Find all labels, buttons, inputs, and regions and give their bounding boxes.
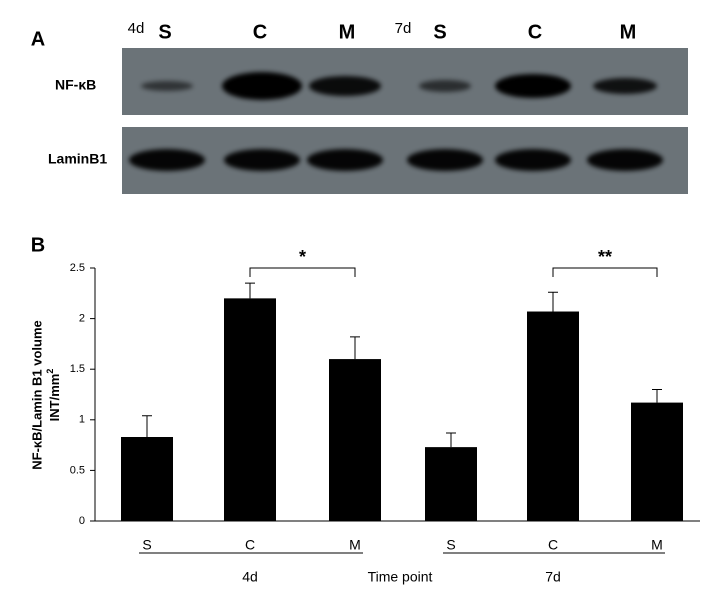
unit: INT/mm — [47, 374, 62, 422]
group-label: 7d — [545, 569, 561, 585]
lane-label: M — [339, 21, 356, 43]
row-label: NF-κB — [55, 77, 96, 93]
bar — [425, 447, 477, 521]
panel-label: A — [31, 28, 45, 50]
lane-label: 7d — [395, 20, 412, 37]
row-label: LaminB1 — [48, 151, 107, 167]
blot-band — [141, 81, 193, 91]
x-axis-label: Time point — [368, 569, 433, 585]
error-bar — [350, 336, 360, 360]
error-bar — [652, 388, 662, 403]
bar — [329, 359, 381, 521]
significance-bracket — [552, 267, 658, 277]
blot-band — [593, 78, 657, 94]
blot-band — [495, 149, 571, 171]
y-tick-label: 0 — [79, 515, 85, 527]
bar — [527, 311, 579, 521]
lane-label: C — [528, 21, 542, 43]
x-tick-label: S — [446, 537, 455, 553]
y-axis-label-line: INT/mm2 — [45, 369, 62, 422]
superscript: 2 — [45, 369, 55, 374]
y-tick-label: 2.5 — [70, 262, 85, 274]
blot-band — [419, 80, 471, 92]
blot-band — [222, 72, 302, 100]
bar — [121, 437, 173, 521]
group-label: 4d — [242, 569, 258, 585]
lane-label: S — [433, 21, 446, 43]
bar — [224, 298, 276, 521]
lane-label: M — [620, 21, 637, 43]
y-tick-label: 1.5 — [70, 363, 85, 375]
x-tick-label: C — [548, 537, 558, 553]
blot-band — [309, 76, 381, 96]
blot-band — [307, 149, 383, 171]
blot-band — [407, 149, 483, 171]
error-bar — [245, 282, 255, 299]
y-axis-label: NF-κB/Lamin B1 volume INT/mm2 — [29, 320, 62, 470]
y-tick-label: 1 — [79, 414, 85, 426]
blot-band — [224, 149, 300, 171]
blot-band — [129, 149, 205, 171]
blot-band — [495, 74, 571, 98]
bar — [631, 402, 683, 521]
x-tick-label: M — [349, 537, 361, 553]
x-tick-label: M — [651, 537, 663, 553]
significance-label: ** — [598, 247, 612, 267]
blot-band — [587, 149, 663, 171]
error-bar — [548, 291, 558, 312]
y-axis-label-line: NF-κB/Lamin B1 volume — [29, 320, 44, 470]
significance-label: * — [299, 247, 306, 267]
y-tick-label: 2 — [79, 313, 85, 325]
significance-bracket — [249, 267, 356, 277]
error-bar — [446, 432, 456, 448]
x-tick-label: C — [245, 537, 255, 553]
lane-label: S — [158, 21, 171, 43]
blot-strip — [122, 48, 688, 115]
x-tick-label: S — [142, 537, 151, 553]
error-bar — [142, 415, 152, 438]
y-tick-label: 0.5 — [70, 464, 85, 476]
panel-label: B — [31, 234, 45, 256]
lane-label: C — [253, 21, 267, 43]
lane-label: 4d — [128, 20, 145, 37]
